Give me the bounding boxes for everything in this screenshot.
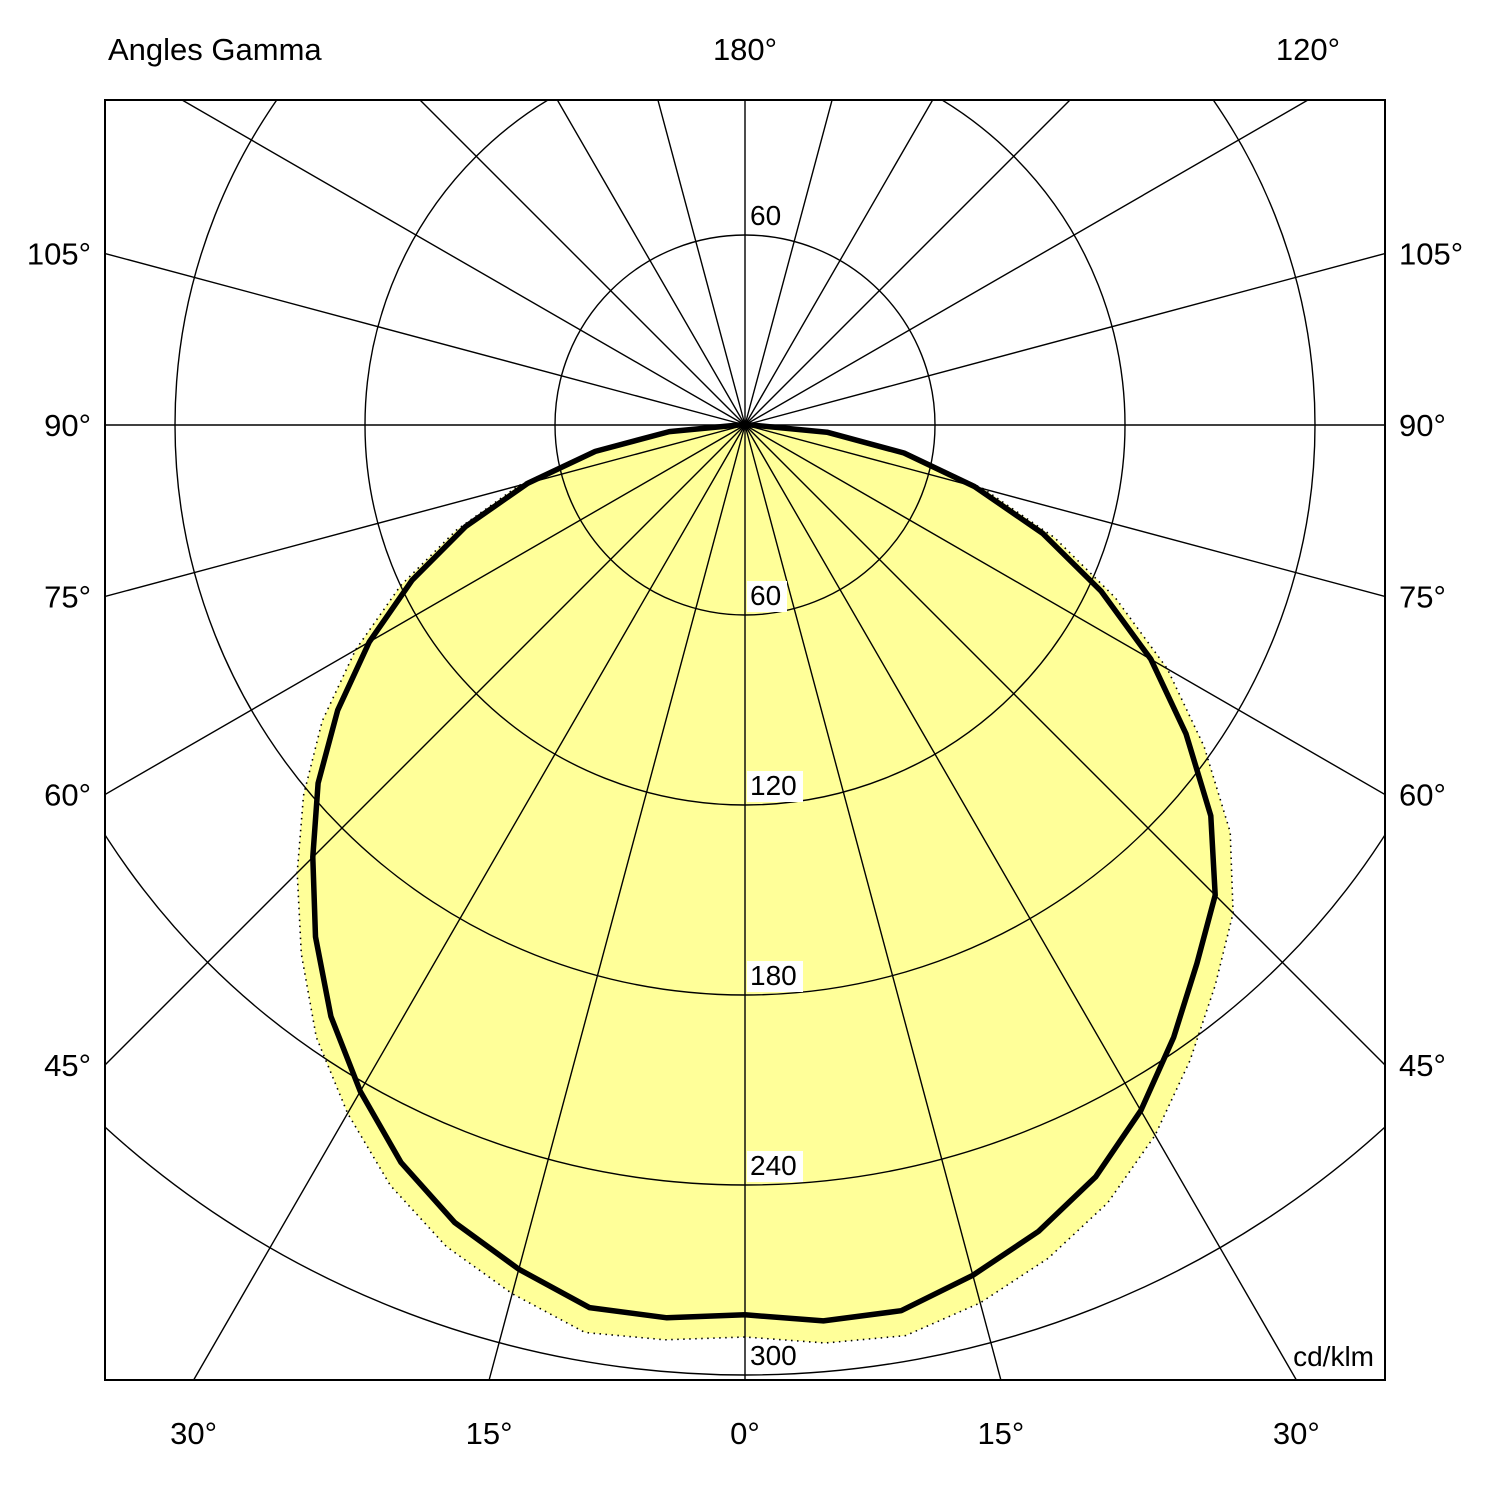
- gamma-axis-label: 105°: [27, 237, 91, 272]
- radial-tick-label: 120: [750, 770, 797, 801]
- distribution-fill-layer: [297, 425, 1234, 1343]
- grid-radial-line: [193, 424, 746, 1380]
- plot-frame: [104, 99, 1386, 1381]
- distribution-curve-dotted: [296, 424, 1234, 1344]
- grid-radial-line: [556, 100, 746, 426]
- radial-tick-label: 300: [750, 1340, 797, 1371]
- grid-radial-line: [744, 100, 1071, 426]
- gamma-axis-label: 45°: [1399, 1048, 1446, 1083]
- gamma-axis-label: 0°: [730, 1416, 760, 1451]
- radial-tick-label: 240: [750, 1150, 797, 1181]
- gamma-axis-label: 30°: [1273, 1416, 1320, 1451]
- grid-radial-line: [105, 424, 746, 1066]
- grid-radial-line: [744, 424, 1385, 796]
- gamma-axis-label: 75°: [44, 579, 91, 614]
- gamma-axis-label: 30°: [170, 1416, 217, 1451]
- grid-radial-line: [419, 100, 746, 426]
- radial-label-bg: [747, 201, 787, 232]
- axis-labels-layer: 105° 90° 75° 60° 45° 30° 15° 0° 15° 30° 45° 60° 75° 9…: [27, 32, 1463, 1451]
- grid-radial-line: [105, 424, 746, 598]
- gamma-axis-label: 105°: [1399, 237, 1463, 272]
- radial-label-bg: [747, 771, 803, 802]
- radial-label-bg: [747, 1341, 803, 1372]
- gamma-axis-label: 90°: [1399, 408, 1446, 443]
- grid-radial-line: [105, 252, 746, 426]
- grid-radial-line: [488, 424, 746, 1380]
- gamma-axis-label: 15°: [977, 1416, 1024, 1451]
- grid-radial-line: [657, 100, 746, 426]
- gamma-axis-label: 45°: [44, 1048, 91, 1083]
- grid-radial-line: [744, 252, 1385, 426]
- radial-label-bg: [747, 1151, 803, 1182]
- grid-radial-line: [181, 100, 746, 426]
- grid-radial-line: [744, 424, 1002, 1380]
- grid-radial-line: [744, 424, 1385, 598]
- distribution-area-C0-C180: [312, 425, 1216, 1321]
- grid-radial-line: [105, 424, 746, 796]
- gamma-axis-label: 15°: [466, 1416, 513, 1451]
- grid-radial-line: [744, 100, 934, 426]
- gamma-axis-label: 60°: [1399, 778, 1446, 813]
- grid-radial-line: [744, 100, 833, 426]
- gamma-axis-label: 90°: [44, 408, 91, 443]
- radial-tick-label: 60: [750, 200, 781, 231]
- grid-radial-line: [744, 424, 1297, 1380]
- gamma-axis-label: 75°: [1399, 579, 1446, 614]
- radial-label-bg: [747, 961, 803, 992]
- radial-tick-label: 180: [750, 960, 797, 991]
- gamma-axis-label: 180°: [713, 32, 777, 67]
- units-label: cd/klm: [1293, 1341, 1374, 1372]
- grid-radial-line: [744, 424, 1385, 1066]
- chart-title: Angles Gamma: [108, 32, 322, 67]
- radial-tick-label: 60: [750, 580, 781, 611]
- distribution-curves-layer: [296, 422, 1234, 1344]
- gamma-axis-label: 120°: [1276, 32, 1340, 67]
- radial-label-bg: [747, 581, 787, 612]
- distribution-curve-solid: [310, 422, 1218, 1324]
- gamma-axis-label: 60°: [44, 778, 91, 813]
- grid-radial-line: [744, 100, 1309, 426]
- polar-grid-layer: [105, 100, 1385, 1380]
